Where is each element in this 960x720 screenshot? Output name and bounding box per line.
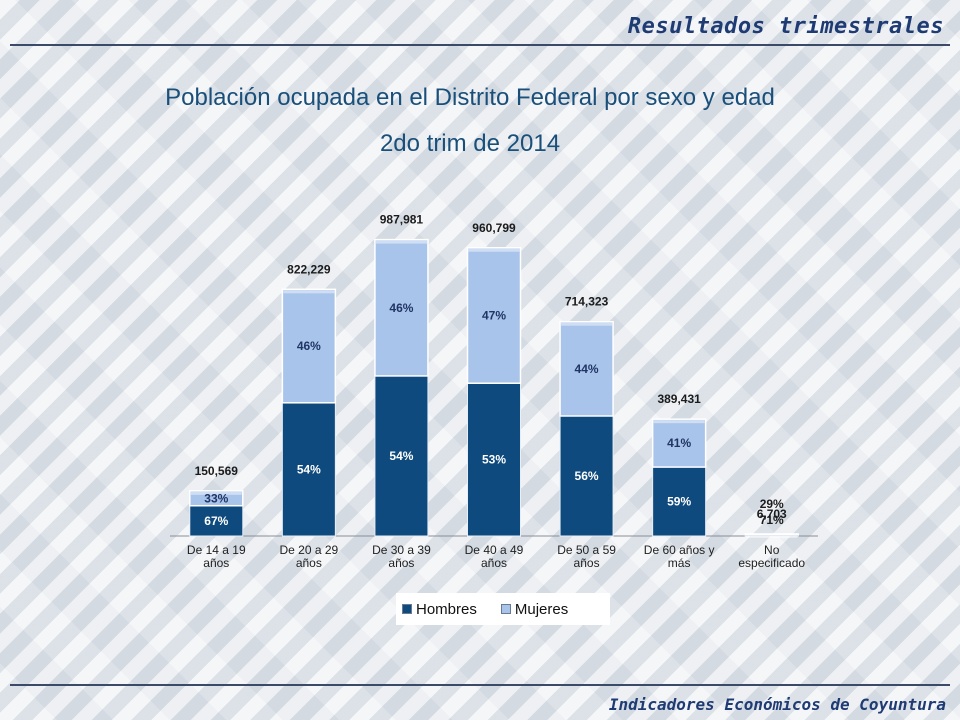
x-tick-label: No	[764, 543, 780, 557]
pct-label-hombres: 56%	[575, 469, 599, 483]
x-tick-label: especificado	[738, 556, 805, 570]
pct-label-mujeres: 47%	[482, 308, 506, 322]
bar-hombres	[189, 505, 244, 537]
bar-mujeres	[744, 533, 799, 536]
bar-highlight	[190, 491, 242, 495]
bar-mujeres	[374, 238, 429, 377]
x-tick-label: años	[481, 556, 507, 570]
bar-highlight	[283, 290, 335, 294]
pct-label-mujeres: 33%	[204, 491, 228, 505]
footer-title: Indicadores Económicos de Coyuntura	[608, 695, 946, 714]
bar-mujeres	[559, 320, 614, 417]
bar-highlight	[468, 248, 520, 252]
pct-label-mujeres: 46%	[389, 301, 413, 315]
x-tick-label: De 50 a 59	[557, 543, 616, 557]
bar-hombres	[281, 402, 336, 537]
total-label: 6,703	[757, 507, 787, 521]
pct-label-hombres: 54%	[297, 462, 321, 476]
bar-highlight	[561, 322, 613, 326]
bar-mujeres	[189, 490, 244, 507]
bar-mujeres	[466, 247, 522, 384]
x-tick-label: más	[668, 556, 691, 570]
bar-hombres	[652, 466, 707, 537]
x-tick-label: años	[388, 556, 414, 570]
legend-item-hombres: Hombres	[402, 601, 477, 618]
legend-label-hombres: Hombres	[416, 600, 477, 618]
total-label: 960,799	[472, 221, 516, 235]
total-label: 389,431	[657, 392, 701, 406]
pct-label-mujeres: 41%	[667, 436, 691, 450]
pct-label-mujeres: 46%	[297, 339, 321, 353]
pct-label-mujeres: 44%	[575, 362, 599, 376]
bar-hombres	[559, 415, 614, 537]
chart-subtitle: 2do trim de 2014	[379, 130, 561, 157]
total-label: 822,229	[287, 262, 331, 276]
total-label: 714,323	[565, 295, 609, 309]
bar-mujeres	[281, 288, 337, 404]
chart-legend: Hombres Mujeres	[396, 593, 610, 625]
legend-item-mujeres: Mujeres	[500, 600, 569, 618]
footer-divider	[10, 684, 950, 686]
total-label: 987,981	[380, 213, 424, 227]
bar-highlight	[375, 240, 427, 244]
bar-hombres	[467, 382, 521, 537]
x-tick-label: De 20 a 29	[279, 543, 338, 557]
pct-label-mujeres: 29%	[760, 497, 784, 511]
legend-swatch-mujeres	[500, 604, 511, 614]
x-tick-label: años	[296, 556, 322, 570]
bar-mujeres	[651, 418, 707, 468]
bar-highlight	[653, 420, 705, 424]
x-tick-label: años	[574, 556, 600, 570]
header-divider	[10, 44, 950, 46]
chart-title: Población ocupada en el Distrito Federal…	[165, 84, 775, 111]
x-tick-label: De 30 a 39	[372, 543, 431, 557]
legend-swatch-hombres	[402, 604, 412, 614]
total-label: 150,569	[195, 464, 239, 478]
x-tick-label: De 60 años y	[644, 543, 715, 557]
pct-label-hombres: 71%	[760, 513, 784, 527]
legend-label-mujeres: Mujeres	[514, 600, 569, 618]
header-title: Resultados trimestrales	[627, 14, 944, 39]
x-tick-label: De 40 a 49	[465, 543, 524, 557]
pct-label-hombres: 67%	[204, 514, 228, 528]
bar-highlight	[746, 534, 798, 538]
x-tick-label: años	[203, 556, 229, 570]
pct-label-hombres: 53%	[482, 453, 506, 467]
pct-label-hombres: 54%	[389, 449, 413, 463]
pct-label-hombres: 59%	[667, 495, 691, 509]
x-tick-label: De 14 a 19	[187, 543, 246, 557]
